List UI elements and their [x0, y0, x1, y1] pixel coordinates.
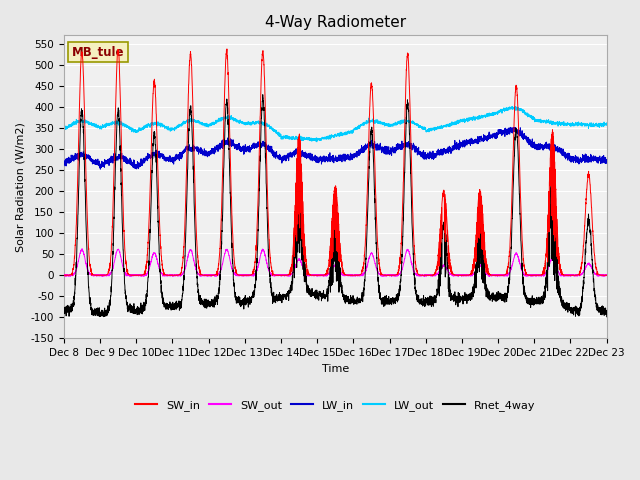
Title: 4-Way Radiometer: 4-Way Radiometer — [265, 15, 406, 30]
X-axis label: Time: Time — [322, 364, 349, 374]
Text: MB_tule: MB_tule — [72, 46, 124, 59]
Y-axis label: Solar Radiation (W/m2): Solar Radiation (W/m2) — [15, 122, 25, 252]
Legend: SW_in, SW_out, LW_in, LW_out, Rnet_4way: SW_in, SW_out, LW_in, LW_out, Rnet_4way — [131, 396, 540, 415]
